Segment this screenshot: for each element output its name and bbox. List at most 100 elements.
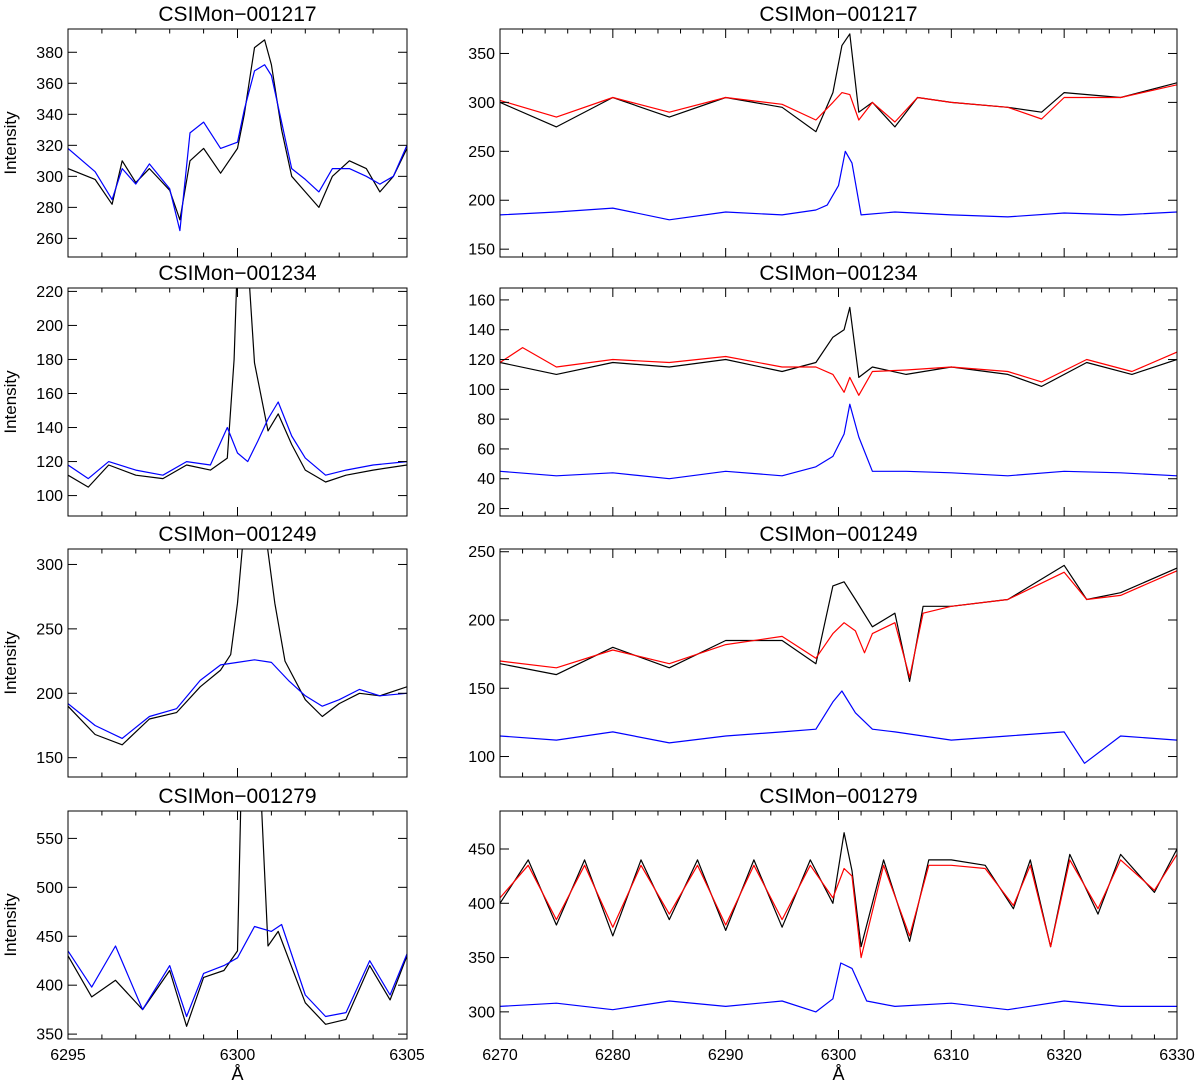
ytick-label: 400	[36, 978, 63, 995]
ytick-label: 100	[36, 488, 63, 505]
ytick-label: 150	[468, 681, 495, 698]
ytick-label: 180	[36, 352, 63, 369]
panel-title: CSIMon−001234	[759, 262, 918, 285]
xtick-label: 6300	[220, 1047, 256, 1064]
series-line-1	[68, 549, 407, 746]
series-line-2	[68, 923, 407, 1018]
ytick-label: 500	[36, 880, 63, 897]
ytick-label: 150	[468, 242, 495, 259]
panel-7: CSIMon−001279 350 400 450 500 550 6295 6300 6305…	[1, 785, 425, 1084]
ytick-label: 160	[468, 292, 495, 309]
xtick-label: 6295	[50, 1047, 86, 1064]
ytick-label: 40	[477, 471, 495, 488]
ytick-label: 120	[468, 352, 495, 369]
panel-1: CSIMon−001217 260 280 300 320 340 360 380 Intens…	[1, 3, 408, 258]
ytick-label: 20	[477, 501, 495, 518]
panel-title: CSIMon−001249	[759, 523, 917, 546]
ytick-label: 250	[468, 544, 495, 561]
ytick-label: 220	[36, 284, 63, 301]
series-line-3	[500, 962, 1177, 1013]
plot-frame	[67, 287, 408, 517]
xtick-label: 6320	[1046, 1047, 1082, 1064]
series-line-1	[500, 306, 1177, 387]
y-axis-label: Intensity	[1, 631, 20, 695]
series-line-2	[68, 401, 407, 480]
panel-4: CSIMon−001234 20 40 60 80 100 120 140 160	[468, 262, 1178, 518]
ytick-label: 200	[36, 318, 63, 335]
x-axis-label: Å	[231, 1064, 243, 1084]
series-line-2	[500, 854, 1177, 959]
ytick-label: 350	[468, 46, 495, 63]
series-line-2	[68, 64, 407, 232]
ytick-label: 140	[36, 420, 63, 437]
series-line-3	[500, 150, 1177, 221]
ytick-label: 140	[468, 322, 495, 339]
panel-8: CSIMon−001279 300 350 400 450 6270 6280 6290 630…	[468, 785, 1195, 1084]
ytick-label: 250	[468, 144, 495, 161]
xtick-label: 6270	[482, 1047, 518, 1064]
ytick-label: 100	[468, 749, 495, 766]
panel-title: CSIMon−001279	[759, 785, 917, 808]
plot-frame	[499, 287, 1178, 517]
ytick-label: 300	[468, 95, 495, 112]
ytick-label: 360	[36, 76, 63, 93]
ytick-label: 150	[36, 750, 63, 767]
xtick-label: 6300	[821, 1047, 857, 1064]
xtick-label: 6280	[595, 1047, 631, 1064]
ytick-label: 320	[36, 138, 63, 155]
panel-title: CSIMon−001217	[759, 3, 917, 26]
y-axis-label: Intensity	[1, 111, 20, 175]
ytick-label: 160	[36, 386, 63, 403]
ytick-label: 300	[468, 1004, 495, 1021]
series-line-2	[68, 659, 407, 740]
series-line-1	[68, 811, 407, 1027]
series-line-3	[500, 690, 1177, 764]
series-line-1	[500, 564, 1177, 683]
ytick-label: 80	[477, 412, 495, 429]
series-line-1	[500, 33, 1177, 133]
ytick-label: 550	[36, 831, 63, 848]
series-line-1	[68, 39, 407, 221]
ytick-label: 380	[36, 45, 63, 62]
x-axis-label: Å	[832, 1064, 844, 1084]
ytick-label: 260	[36, 231, 63, 248]
panel-title: CSIMon−001217	[158, 3, 316, 26]
xtick-label: 6310	[934, 1047, 970, 1064]
ytick-label: 450	[36, 929, 63, 946]
plot-frame	[67, 28, 408, 258]
series-line-1	[68, 288, 407, 488]
panel-5: CSIMon−001249 150 200 250 300 Intensity	[1, 523, 408, 778]
ytick-label: 120	[36, 454, 63, 471]
series-line-2	[500, 347, 1177, 396]
ytick-label: 60	[477, 441, 495, 458]
y-axis-label: Intensity	[1, 893, 20, 957]
ytick-label: 450	[468, 842, 495, 859]
ytick-label: 200	[36, 686, 63, 703]
ytick-label: 200	[468, 193, 495, 210]
ytick-label: 340	[36, 107, 63, 124]
y-axis-label: Intensity	[1, 370, 20, 434]
panel-3: CSIMon−001234 100 120 140 160 180 200 220 Intens…	[1, 262, 408, 517]
xtick-label: 6305	[389, 1047, 425, 1064]
ytick-label: 350	[468, 950, 495, 967]
ytick-label: 350	[36, 1027, 63, 1044]
series-line-2	[500, 84, 1177, 123]
plot-frame	[499, 810, 1178, 1040]
ytick-label: 250	[36, 621, 63, 638]
series-line-2	[500, 570, 1177, 678]
ytick-label: 200	[468, 612, 495, 629]
ytick-label: 280	[36, 200, 63, 217]
ytick-label: 300	[36, 557, 63, 574]
ytick-label: 300	[36, 169, 63, 186]
series-line-1	[500, 832, 1177, 948]
xtick-label: 6330	[1159, 1047, 1195, 1064]
panel-2: CSIMon−001217 150 200 250 300 350	[468, 3, 1178, 259]
panel-title: CSIMon−001249	[158, 523, 316, 546]
panel-6: CSIMon−001249 100 150 200 250	[468, 523, 1178, 778]
series-line-3	[500, 403, 1177, 480]
panel-title: CSIMon−001279	[158, 785, 316, 808]
panel-title: CSIMon−001234	[158, 262, 317, 285]
ytick-label: 400	[468, 896, 495, 913]
ytick-label: 100	[468, 382, 495, 399]
